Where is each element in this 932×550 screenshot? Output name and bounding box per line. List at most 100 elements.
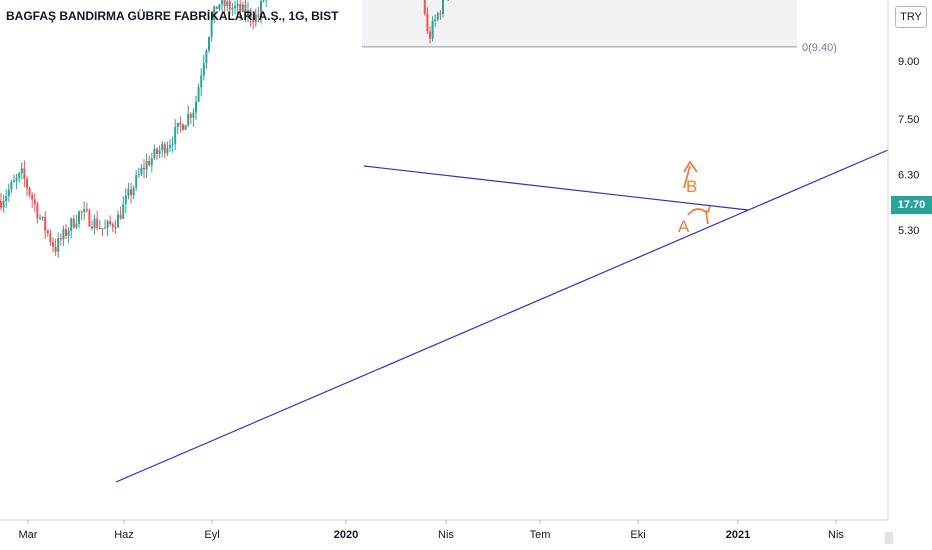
candle-body [429, 31, 431, 39]
candle-body [88, 210, 91, 227]
candle-body [78, 211, 80, 224]
fib-retracement-band [362, 0, 797, 47]
candle-body [96, 218, 99, 229]
candle-body [117, 214, 119, 228]
candle-body [57, 237, 60, 252]
candle-body [200, 75, 203, 88]
x-tick-label: 2020 [334, 529, 358, 541]
candle-body [26, 178, 28, 189]
candle-body [184, 125, 187, 130]
last-price-tag: 17.70 [891, 196, 932, 214]
annotation-label-b: B [686, 177, 697, 196]
candle-body [234, 6, 236, 9]
candle-body [174, 127, 177, 144]
y-tick-label: 7.50 [898, 114, 919, 126]
candle-body [124, 195, 127, 205]
fib-level-label: 0(9.40) [802, 42, 837, 54]
candle-body [52, 242, 54, 247]
support-trendline[interactable] [115, 149, 889, 483]
candle-body [176, 122, 179, 128]
candle-body [135, 175, 138, 188]
candle-body [75, 223, 78, 228]
candle-body [197, 87, 200, 102]
candle-body [101, 228, 104, 230]
candle-body [231, 8, 234, 10]
annotations: AB [678, 160, 711, 236]
candle-body [244, 4, 247, 16]
candle-body [210, 19, 213, 38]
candle-body [161, 144, 164, 151]
candle-body [28, 188, 31, 195]
candle-body [54, 246, 57, 252]
candle-body [72, 218, 75, 228]
candle-body [169, 145, 171, 149]
candle-body [85, 209, 88, 211]
candle-body [2, 201, 5, 208]
fibonacci-zone [362, 0, 797, 47]
candle-body [41, 216, 44, 218]
candle-body [426, 13, 429, 32]
candle-body [156, 148, 158, 154]
candle-body [7, 189, 10, 197]
resistance-trendline[interactable] [363, 165, 749, 211]
candle-body [5, 196, 8, 202]
candle-body [249, 10, 252, 20]
candle-body [171, 143, 174, 146]
candle-body [39, 217, 41, 219]
candle-body [119, 214, 122, 219]
candle-body [205, 50, 208, 64]
candle-body [10, 182, 13, 190]
candle-body [436, 13, 439, 20]
candle-body [158, 150, 161, 154]
candle-body [262, 0, 265, 1]
x-tick-label: Eki [630, 529, 645, 541]
candle-body [187, 113, 190, 126]
candle-body [439, 13, 442, 15]
time-scale-handle[interactable] [885, 532, 893, 544]
candle-body [226, 1, 229, 7]
candle-body [423, 0, 426, 14]
candle-body [236, 3, 239, 7]
candle-body [15, 178, 18, 181]
candle-body [62, 228, 65, 240]
candle-body [109, 221, 112, 225]
candle-body [70, 218, 73, 231]
candle-body [143, 167, 145, 170]
candle-body [104, 227, 106, 229]
candle-body [166, 148, 169, 154]
candle-body [241, 4, 244, 12]
y-tick-label: 6.30 [898, 170, 919, 182]
candle-body [80, 211, 83, 213]
candle-body [215, 6, 218, 10]
candle-body [137, 174, 140, 176]
x-tick-label: Nis [438, 529, 454, 541]
candle-body [93, 218, 96, 229]
candle-body [132, 187, 135, 196]
annotation-arrow-b [683, 160, 698, 189]
candle-body [189, 113, 192, 118]
candle-body [213, 6, 216, 20]
candle-body [252, 19, 255, 23]
candle-body [208, 37, 210, 51]
candle-body [18, 173, 21, 179]
candle-body [223, 0, 226, 7]
candle-body [239, 3, 242, 12]
candle-body [44, 216, 47, 231]
fibonacci-labels: 2.618(39.93)1.618(28.27)1.272(24.23)1(21… [802, 42, 837, 54]
candle-body [228, 1, 231, 10]
currency-button[interactable]: TRY [895, 6, 927, 28]
x-tick-label: Eyl [204, 529, 219, 541]
candle-body [13, 180, 15, 183]
candle-body [163, 144, 166, 154]
candle-body [111, 224, 114, 228]
candle-body [122, 204, 125, 219]
candle-body [153, 148, 156, 159]
candle-body [46, 230, 49, 234]
candle-body [257, 14, 260, 18]
candle-body [98, 228, 101, 230]
candle-body [434, 19, 437, 22]
x-tick-label: Mar [19, 529, 38, 541]
candle-body [148, 161, 151, 166]
candlestick-series [0, 0, 449, 258]
